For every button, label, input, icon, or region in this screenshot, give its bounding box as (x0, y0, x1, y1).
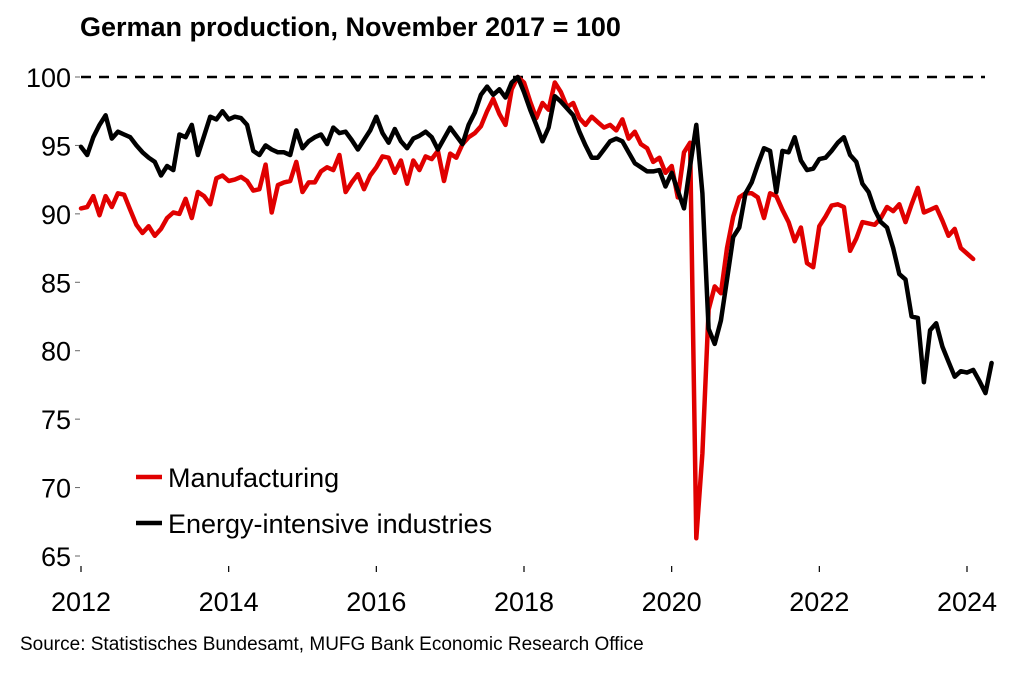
y-tick-label: 70 (41, 474, 71, 504)
legend-label-energy-intensive-industries: Energy-intensive industries (168, 509, 492, 539)
legend-label-manufacturing: Manufacturing (168, 463, 339, 493)
x-tick-label: 2018 (494, 587, 554, 617)
axes: 65 70 75 80 85 90 95 100 2012 2014 2016 2018 2020 202… (26, 63, 997, 617)
x-tick-label: 2020 (642, 587, 702, 617)
y-tick-label: 95 (41, 131, 71, 161)
series-lines (78, 74, 994, 541)
legend: Manufacturing Energy-intensive industries (136, 463, 492, 539)
y-tick-label: 100 (26, 63, 71, 93)
chart-title: German production, November 2017 = 100 (80, 12, 621, 42)
source-note: Source: Statistisches Bundesamt, MUFG Ba… (20, 634, 644, 655)
y-tick-label: 90 (41, 200, 71, 230)
x-tick-label: 2024 (937, 587, 997, 617)
y-tick-label: 65 (41, 542, 71, 572)
x-tick-label: 2022 (789, 587, 849, 617)
y-tick-label: 75 (41, 405, 71, 435)
x-tick-label: 2014 (199, 587, 259, 617)
x-tick-label: 2012 (51, 587, 111, 617)
y-tick-label: 85 (41, 268, 71, 298)
x-tick-label: 2016 (346, 587, 406, 617)
y-tick-label: 80 (41, 337, 71, 367)
series-line-energy-intensive-industries (78, 74, 994, 396)
series-line-manufacturing (78, 74, 976, 541)
